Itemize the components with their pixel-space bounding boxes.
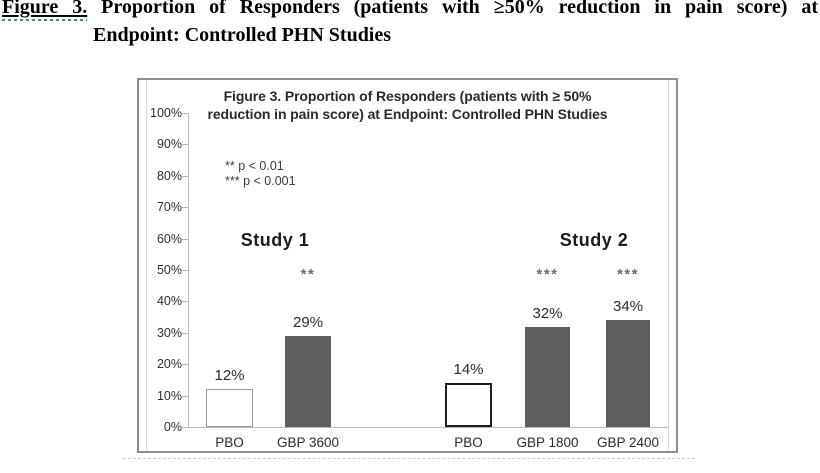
- document-heading: Figure 3. Proportion of Responders (pati…: [2, 0, 818, 49]
- bar-value-label: 29%: [292, 314, 324, 331]
- y-tick-label: 20%: [156, 357, 182, 372]
- y-tick: [182, 395, 188, 397]
- bar-gbp-3600: [285, 336, 331, 427]
- y-tick-label: 0%: [163, 420, 182, 434]
- bar-gbp-2400: [606, 320, 650, 427]
- y-tick: [182, 238, 188, 240]
- group-title-study-1: Study 1: [240, 230, 310, 250]
- x-axis-line: [188, 427, 668, 428]
- significance-legend-line-2: *** p < 0.001: [225, 174, 296, 188]
- bar-value-label: 12%: [214, 367, 245, 384]
- significance-marker: ***: [616, 266, 639, 283]
- y-tick-label: 70%: [156, 200, 182, 215]
- significance-marker: ***: [536, 266, 559, 283]
- group-title-study-2: Study 2: [559, 230, 629, 250]
- bar-pbo: [206, 389, 253, 427]
- figure-3-bar-chart: Figure 3. Proportion of Responders (pati…: [137, 78, 678, 453]
- significance-marker: **: [300, 266, 316, 283]
- y-tick-label: 50%: [156, 263, 182, 277]
- bar-value-label: 32%: [532, 305, 563, 322]
- heading-line-1-text: Proportion of Responders (patients with …: [101, 0, 819, 18]
- y-tick: [182, 207, 188, 209]
- y-tick: [182, 270, 188, 271]
- chart-title-line-1: Figure 3. Proportion of Responders (pati…: [223, 88, 592, 104]
- figure-number-label: Figure 3.: [2, 0, 88, 21]
- x-axis-label: GBP 3600: [276, 435, 340, 450]
- x-axis-label: PBO: [454, 435, 483, 450]
- heading-line-1: Figure 3. Proportion of Responders (pati…: [2, 0, 818, 21]
- y-tick-label: 100%: [150, 106, 182, 120]
- y-tick: [182, 427, 188, 428]
- x-axis-label: PBO: [215, 435, 244, 450]
- dashed-rule-below-figure: [123, 458, 695, 459]
- chart-title: Figure 3. Proportion of Responders (pati…: [139, 87, 676, 123]
- y-tick: [182, 144, 188, 146]
- chart-title-line-2: reduction in pain score) at Endpoint: Co…: [207, 106, 608, 122]
- y-tick-label: 40%: [156, 294, 182, 309]
- y-tick-label: 90%: [156, 137, 182, 152]
- y-tick-label: 10%: [156, 388, 182, 403]
- y-tick-label: 60%: [156, 231, 182, 246]
- heading-line-2: Endpoint: Controlled PHN Studies: [93, 24, 392, 46]
- significance-legend-line-1: ** p < 0.01: [225, 159, 284, 173]
- x-axis-label: GBP 2400: [596, 435, 660, 450]
- figure-inner-edge-right: [668, 80, 669, 451]
- y-tick: [182, 364, 188, 366]
- bar-value-label: 34%: [612, 298, 644, 315]
- y-tick: [182, 113, 188, 114]
- figure-inner-edge-left: [146, 80, 147, 451]
- x-axis-label: GBP 1800: [516, 435, 579, 450]
- y-tick: [182, 175, 188, 177]
- plot-area: 0% 10% 20% 30% 40% 50% 60% 70% 80% 90% 100% Study 1…: [139, 80, 676, 451]
- y-axis-line: [188, 113, 189, 427]
- y-tick: [182, 332, 188, 334]
- y-tick: [182, 301, 188, 303]
- bar-pbo: [445, 383, 492, 427]
- bar-value-label: 14%: [453, 361, 484, 378]
- significance-legend: ** p < 0.01 *** p < 0.001: [225, 159, 296, 189]
- y-tick-label: 30%: [156, 325, 182, 340]
- y-tick-label: 80%: [156, 168, 182, 183]
- bar-gbp-1800: [525, 327, 570, 427]
